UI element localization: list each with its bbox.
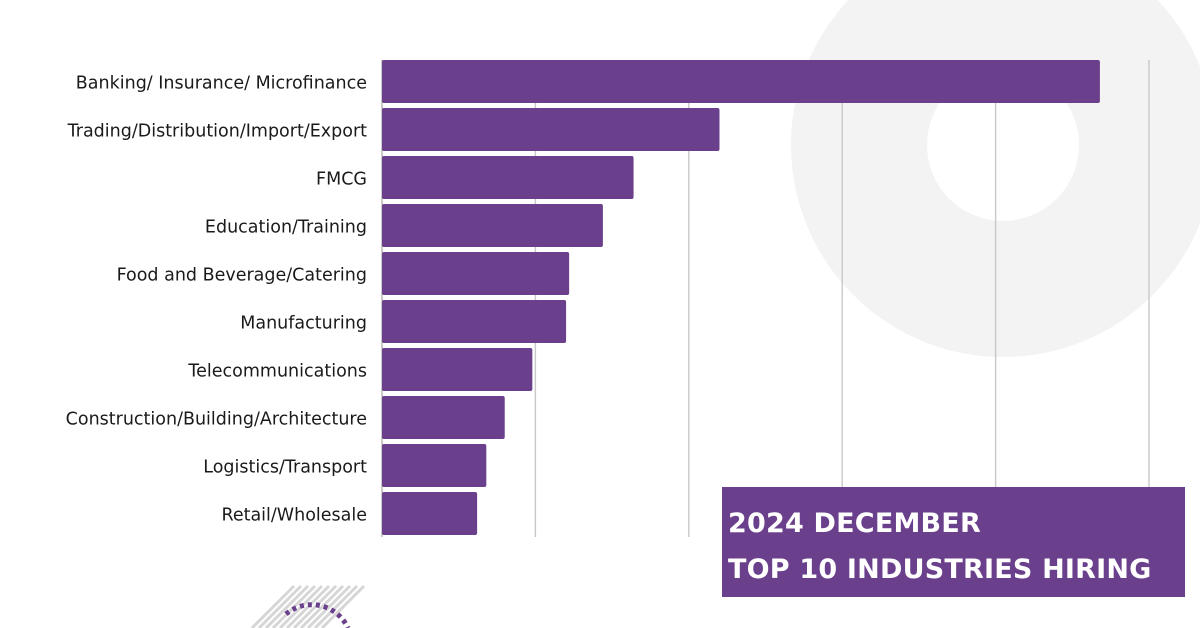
bar bbox=[382, 204, 603, 247]
background-decoration bbox=[791, 0, 1200, 357]
hatch-stroke bbox=[306, 584, 352, 628]
hatch-stroke bbox=[264, 584, 310, 628]
category-label: Logistics/Transport bbox=[203, 458, 367, 478]
category-labels: Banking/ Insurance/ Microfinance Trading/… bbox=[66, 74, 367, 526]
hatch-stroke bbox=[299, 584, 345, 628]
hatch-stroke bbox=[320, 584, 366, 628]
hatch-stroke bbox=[257, 584, 303, 628]
hatch-stroke bbox=[250, 584, 296, 628]
category-label: Food and Beverage/Catering bbox=[117, 266, 367, 286]
background-arc bbox=[791, 0, 1200, 357]
hatch-stroke bbox=[292, 584, 338, 628]
category-label: Retail/Wholesale bbox=[221, 506, 367, 526]
bar bbox=[382, 492, 478, 535]
bar bbox=[382, 348, 533, 391]
category-label: Education/Training bbox=[205, 218, 367, 238]
logo-ring bbox=[284, 602, 351, 628]
bar bbox=[382, 300, 567, 343]
corner-logo-decoration bbox=[250, 584, 366, 628]
bars bbox=[382, 60, 1100, 535]
title-line-2: TOP 10 INDUSTRIES HIRING bbox=[728, 554, 1152, 585]
category-label: Banking/ Insurance/ Microfinance bbox=[76, 74, 367, 94]
title-box: 2024 DECEMBER TOP 10 INDUSTRIES HIRING bbox=[722, 487, 1185, 597]
category-label: Construction/Building/Architecture bbox=[66, 410, 367, 430]
category-label: Trading/Distribution/Import/Export bbox=[67, 122, 367, 142]
hatch-stroke bbox=[285, 584, 331, 628]
bar bbox=[382, 60, 1100, 103]
category-label: FMCG bbox=[316, 170, 367, 190]
bar bbox=[382, 108, 720, 151]
bar bbox=[382, 252, 570, 295]
title-line-1: 2024 DECEMBER bbox=[728, 508, 981, 539]
hatch-stroke bbox=[313, 584, 359, 628]
bar bbox=[382, 444, 487, 487]
category-label: Telecommunications bbox=[187, 362, 367, 382]
bar bbox=[382, 396, 505, 439]
bar bbox=[382, 156, 634, 199]
category-label: Manufacturing bbox=[240, 314, 367, 334]
